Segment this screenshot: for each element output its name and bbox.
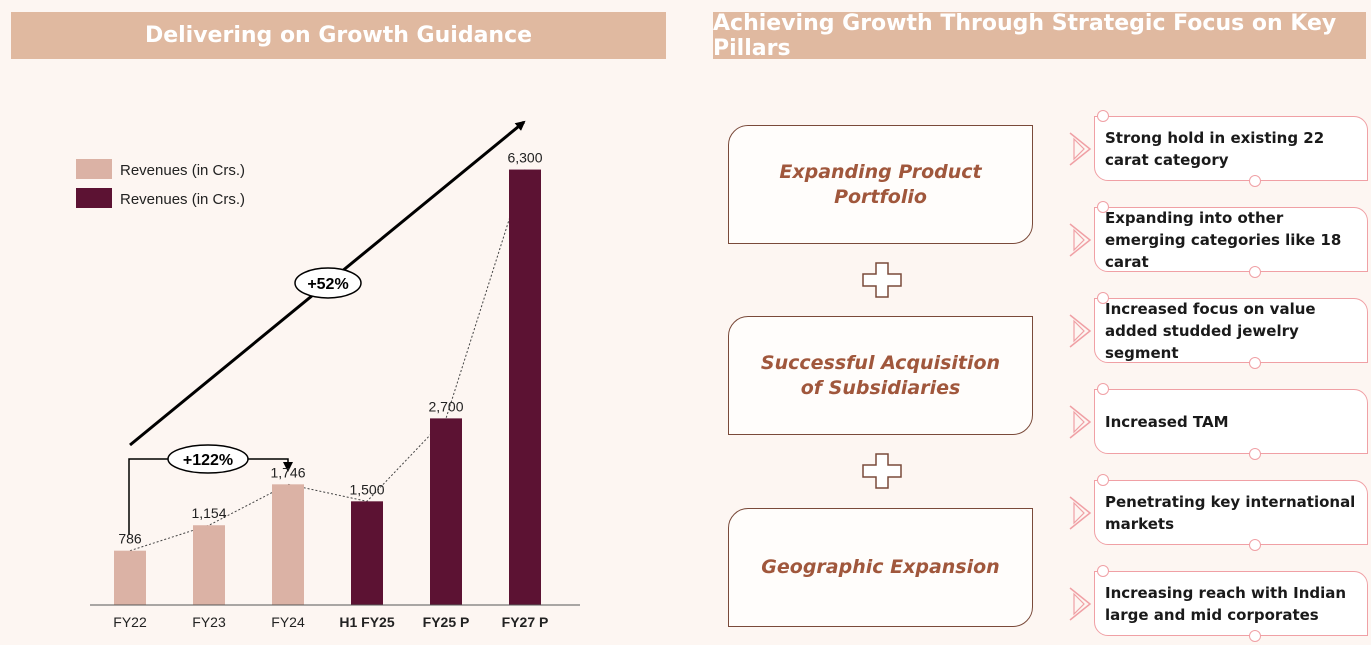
trend-dotted-line	[129, 169, 526, 552]
pillar-bullet-text: Strong hold in existing 22 carat categor…	[1105, 128, 1325, 169]
legend-label-0: Revenues (in Crs.)	[120, 162, 245, 179]
bar-value-label: 786	[118, 531, 142, 547]
legend-swatch-1	[76, 188, 112, 208]
connector-dot	[1097, 474, 1109, 486]
connector-dot	[1097, 201, 1109, 213]
legend: Revenues (in Crs.) Revenues (in Crs.)	[76, 159, 245, 208]
bar-5	[509, 169, 541, 605]
bar-value-label: 1,746	[270, 464, 305, 480]
pillar-acquisition: Successful Acquisition of Subsidiaries	[728, 316, 1033, 435]
plus-icon	[862, 453, 902, 489]
x-tick-label: FY22	[113, 614, 147, 630]
legend-label-1: Revenues (in Crs.)	[120, 191, 245, 208]
bar-value-label: 2,700	[428, 398, 463, 414]
bar-3	[351, 501, 383, 605]
bar-2	[272, 484, 304, 605]
chevron-right-icon	[1069, 587, 1092, 621]
growth-badge-122: +122%	[167, 444, 249, 474]
x-tick-label: FY24	[271, 614, 305, 630]
bar-value-label: 6,300	[507, 150, 542, 166]
bar-value-label: 1,500	[349, 481, 384, 497]
bar-value-label: 1,154	[191, 505, 226, 521]
pillar-bullet: Increasing reach with Indian large and m…	[1094, 571, 1368, 636]
chevron-right-icon	[1069, 405, 1092, 439]
pillar-bullet-text: Increased TAM	[1105, 412, 1229, 431]
connector-dot	[1097, 110, 1109, 122]
connector-dot	[1249, 539, 1261, 551]
connector-dot	[1249, 448, 1261, 460]
pillar-product-portfolio: Expanding Product Portfolio	[728, 125, 1033, 244]
pillar-bullet: Strong hold in existing 22 carat categor…	[1094, 116, 1368, 181]
chevron-right-icon	[1069, 496, 1092, 530]
connector-dot	[1249, 357, 1261, 369]
connector-dot	[1249, 630, 1261, 642]
left-panel-title: Delivering on Growth Guidance	[11, 12, 666, 59]
chevron-right-icon	[1069, 314, 1092, 348]
growth-badge-52: +52%	[294, 267, 362, 299]
growth-badge-52-label: +52%	[307, 276, 348, 293]
x-tick-label: FY27 P	[502, 614, 549, 630]
pillar-bullet: Increased TAM	[1094, 389, 1368, 454]
pillar-bullet-text: Penetrating key international markets	[1105, 492, 1356, 533]
connector-dot	[1097, 383, 1109, 395]
plus-icon	[862, 262, 902, 298]
connector-dot	[1097, 292, 1109, 304]
connector-dot	[1249, 266, 1261, 278]
pillar-bullet: Penetrating key international markets	[1094, 480, 1368, 545]
chevron-right-icon	[1069, 223, 1092, 257]
x-tick-label: H1 FY25	[339, 614, 394, 630]
pillar-bullet-text: Increasing reach with Indian large and m…	[1105, 583, 1347, 624]
pillar-bullet: Increased focus on value added studded j…	[1094, 298, 1368, 363]
pillar-bullet-text: Increased focus on value added studded j…	[1105, 299, 1316, 362]
connector-dot	[1097, 565, 1109, 577]
bar-0	[114, 550, 146, 605]
pillar-bullet-text: Expanding into other emerging categories…	[1105, 208, 1342, 271]
bar-4	[430, 418, 462, 605]
revenue-chart: Revenues (in Crs.) Revenues (in Crs.) +5…	[76, 120, 580, 630]
connector-dot	[1249, 175, 1261, 187]
x-tick-label: FY23	[192, 614, 226, 630]
x-tick-label: FY25 P	[423, 614, 470, 630]
growth-badge-122-label: +122%	[183, 452, 233, 469]
legend-swatch-0	[76, 159, 112, 179]
bar-1	[193, 525, 225, 605]
chevron-right-icon	[1069, 132, 1092, 166]
pillar-geographic: Geographic Expansion	[728, 508, 1033, 627]
right-panel-title: Achieving Growth Through Strategic Focus…	[713, 11, 1366, 61]
pillar-bullet: Expanding into other emerging categories…	[1094, 207, 1368, 272]
